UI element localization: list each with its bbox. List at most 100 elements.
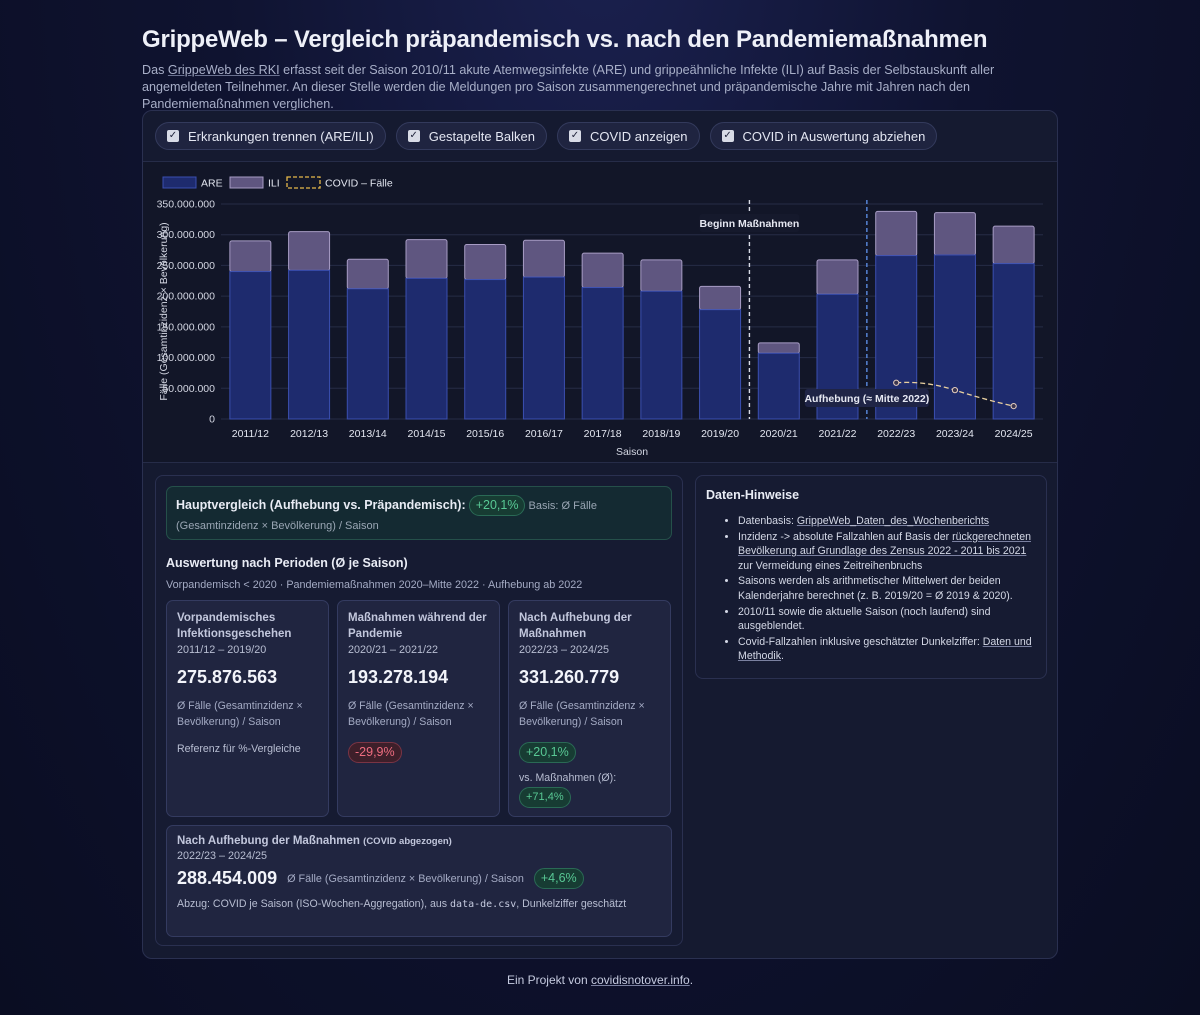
footer: Ein Projekt von covidisnotover.info.: [506, 973, 694, 987]
covid-card-desc: Ø Fälle (Gesamtinzidenz × Bevölkerung) /…: [287, 872, 524, 885]
covid-point: [951, 387, 959, 394]
x-tick-label: 2013/14: [349, 428, 387, 440]
x-tick-label: 2018/19: [642, 428, 680, 440]
covid-card-value: 288.454.009: [177, 868, 278, 888]
period-title: Nach Aufhebung der Maßnahmen: [519, 612, 632, 640]
period-value: 331.260.779: [519, 667, 620, 687]
covid-point: [1010, 403, 1017, 410]
checkbox-icon[interactable]: ✓: [721, 130, 734, 142]
y-tick-label: 300.000.000: [157, 229, 216, 241]
y-tick-label: 200.000.000: [157, 291, 216, 303]
x-tick-label: 2016/17: [525, 428, 563, 440]
period-value: 275.876.563: [177, 667, 278, 687]
x-tick-label: 2020/21: [760, 428, 798, 440]
bar-ili: [581, 252, 624, 289]
data-file-name: data-de.csv: [450, 899, 517, 910]
y-axis-label: Fälle (Gesamtinzidenz × Bevölkerung): [158, 222, 170, 400]
bar-ili: [229, 240, 272, 273]
period-range: 2020/21 – 2021/22: [348, 644, 439, 656]
x-tick-label: 2012/13: [290, 428, 328, 440]
covid-card-title: Nach Aufhebung der Maßnahmen (COVID abge…: [177, 835, 452, 847]
legend-label-ili: ILI: [268, 178, 280, 190]
annotation-bg: [699, 214, 800, 232]
x-tick-label: 2023/24: [936, 428, 974, 440]
x-tick-label: 2019/20: [701, 428, 739, 440]
legend-label-covid: COVID – Fälle: [325, 178, 393, 190]
intro-text: Das GrippeWeb des RKI erfasst seit der S…: [142, 63, 995, 111]
period-change-badge: -29,9%: [348, 742, 402, 763]
periods-subtitle: Vorpandemisch < 2020 · Pandemiemaßnahmen…: [166, 579, 583, 591]
bar-are: [699, 309, 742, 420]
checkbox-icon[interactable]: ✓: [167, 130, 179, 142]
grippeweb-link[interactable]: GrippeWeb des RKI: [167, 63, 280, 77]
bar-ili: [875, 210, 918, 257]
bar-ili: [757, 342, 800, 354]
list-item: Covid-Fallzahlen inklusive geschätzter D…: [738, 635, 1036, 664]
period-desc: Ø Fälle (Gesamtinzidenz × Bevölkerung) /…: [348, 700, 474, 728]
period-change-badge: +20,1%: [519, 742, 576, 763]
y-tick-label: 150.000.000: [157, 321, 216, 333]
checkbox-icon[interactable]: ✓: [407, 130, 420, 142]
bar-are: [640, 290, 683, 420]
bar-ili: [405, 239, 448, 279]
covid-card-range: 2022/23 – 2024/25: [177, 850, 268, 862]
period-title: Maßnahmen während der Pandemie: [348, 612, 487, 640]
toggle-show-covid[interactable]: ✓ COVID anzeigen: [556, 122, 700, 150]
data-notes-box: Daten-Hinweise Datenbasis: GrippeWeb_Dat…: [695, 475, 1047, 679]
chart-panel: 0 50.000.000 100.000.000 150.000.000 200.000…: [143, 161, 1057, 463]
analysis-box: Hauptvergleich (Aufhebung vs. Präpandemi…: [155, 475, 683, 946]
toggle-subtract-covid[interactable]: ✓ COVID in Auswertung abziehen: [709, 122, 938, 150]
toggle-bar: ✓ Erkrankungen trennen (ARE/ILI) ✓ Gestape…: [155, 122, 938, 150]
y-tick-label: 50.000.000: [162, 383, 215, 395]
period-desc: Ø Fälle (Gesamtinzidenz × Bevölkerung) /…: [177, 700, 303, 728]
bar-ili: [816, 259, 859, 295]
bar-are: [405, 277, 448, 420]
bar-ili: [464, 244, 507, 281]
notes-link-methodology[interactable]: Daten und Methodik: [738, 635, 1032, 663]
bar-ili: [346, 258, 389, 290]
page-title: GrippeWeb – Vergleich präpandemisch vs. …: [142, 26, 988, 53]
x-tick-label: 2021/22: [819, 428, 857, 440]
main-comparison: Hauptvergleich (Aufhebung vs. Präpandemi…: [166, 486, 672, 540]
x-axis-label: Saison: [616, 446, 648, 458]
legend-swatch-covid: [286, 176, 321, 189]
period-vs-label: vs. Maßnahmen (Ø):: [519, 772, 617, 784]
annotation-start: Beginn Maßnahmen: [700, 218, 800, 230]
bar-ili: [933, 212, 976, 256]
y-tick-label: 100.000.000: [157, 352, 216, 364]
x-tick-label: 2017/18: [584, 428, 622, 440]
list-item: 2010/11 sowie die aktuelle Saison (noch …: [738, 605, 1036, 634]
bar-are: [992, 263, 1035, 420]
period-card-after: Nach Aufhebung der Maßnahmen 2022/23 – 2…: [508, 600, 671, 817]
notes-list: Datenbasis: GrippeWeb_Daten_des_Wochenbe…: [706, 514, 1036, 664]
bar-ili: [522, 239, 565, 278]
period-card-prepandemic: Vorpandemisches Infektionsgeschehen 2011…: [166, 600, 329, 817]
period-vs-badge: +71,4%: [519, 787, 571, 808]
legend-swatch-ili: [229, 176, 264, 189]
periods-title: Auswertung nach Perioden (Ø je Saison): [166, 556, 408, 570]
toggle-separate-diseases[interactable]: ✓ Erkrankungen trennen (ARE/ILI): [155, 122, 386, 150]
period-desc: Ø Fälle (Gesamtinzidenz × Bevölkerung) /…: [519, 700, 645, 728]
period-title: Vorpandemisches Infektionsgeschehen: [177, 612, 292, 640]
checkbox-icon[interactable]: ✓: [568, 130, 581, 142]
period-card-measures: Maßnahmen während der Pandemie 2020/21 –…: [337, 600, 500, 817]
period-value: 193.278.194: [348, 667, 449, 687]
covid-card-note: Abzug: COVID je Saison (ISO-Wochen-Aggre…: [177, 898, 627, 910]
toggle-stacked-bars[interactable]: ✓ Gestapelte Balken: [395, 122, 547, 150]
x-tick-label: 2014/15: [408, 428, 446, 440]
covid-card-badge: +4,6%: [533, 868, 584, 889]
bar-are: [522, 276, 565, 420]
x-tick-label: 2011/12: [232, 428, 269, 440]
list-item: Datenbasis: GrippeWeb_Daten_des_Wochenbe…: [738, 514, 1036, 529]
bar-are: [346, 288, 389, 420]
footer-link[interactable]: covidisnotover.info: [590, 973, 690, 987]
notes-link-census[interactable]: rückgerechneten Bevölkerung auf Grundlag…: [738, 530, 1031, 558]
bar-ili: [699, 285, 742, 311]
y-tick-label: 350.000.000: [157, 199, 216, 211]
notes-link-data-source[interactable]: GrippeWeb_Daten_des_Wochenberichts: [796, 515, 990, 527]
period-range: 2022/23 – 2024/25: [519, 644, 610, 656]
bar-ili: [640, 259, 683, 292]
legend-swatch-are: [162, 176, 197, 189]
bar-are: [581, 287, 624, 420]
main-comparison-badge: +20,1%: [468, 495, 526, 516]
